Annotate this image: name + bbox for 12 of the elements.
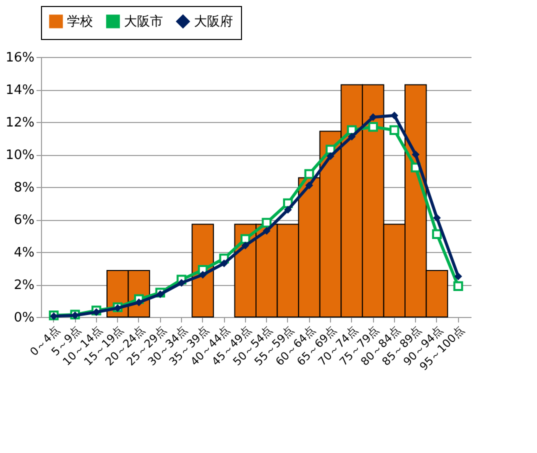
y-tick-label: 8% xyxy=(14,180,34,196)
y-tick-label: 2% xyxy=(14,278,34,293)
y-tick-label: 10% xyxy=(6,148,34,163)
y-tick-label: 16% xyxy=(6,50,34,66)
y-tick-label: 12% xyxy=(6,116,34,130)
y-tick-label: 4% xyxy=(14,246,34,260)
legend-label: 大阪府 xyxy=(194,13,233,30)
y-tick-label: 0% xyxy=(14,310,34,326)
y-tick-label: 6% xyxy=(14,213,34,228)
y-tick-label: 14% xyxy=(6,83,34,98)
legend-label: 大阪市 xyxy=(124,14,163,30)
legend-label: 学校 xyxy=(67,14,93,30)
